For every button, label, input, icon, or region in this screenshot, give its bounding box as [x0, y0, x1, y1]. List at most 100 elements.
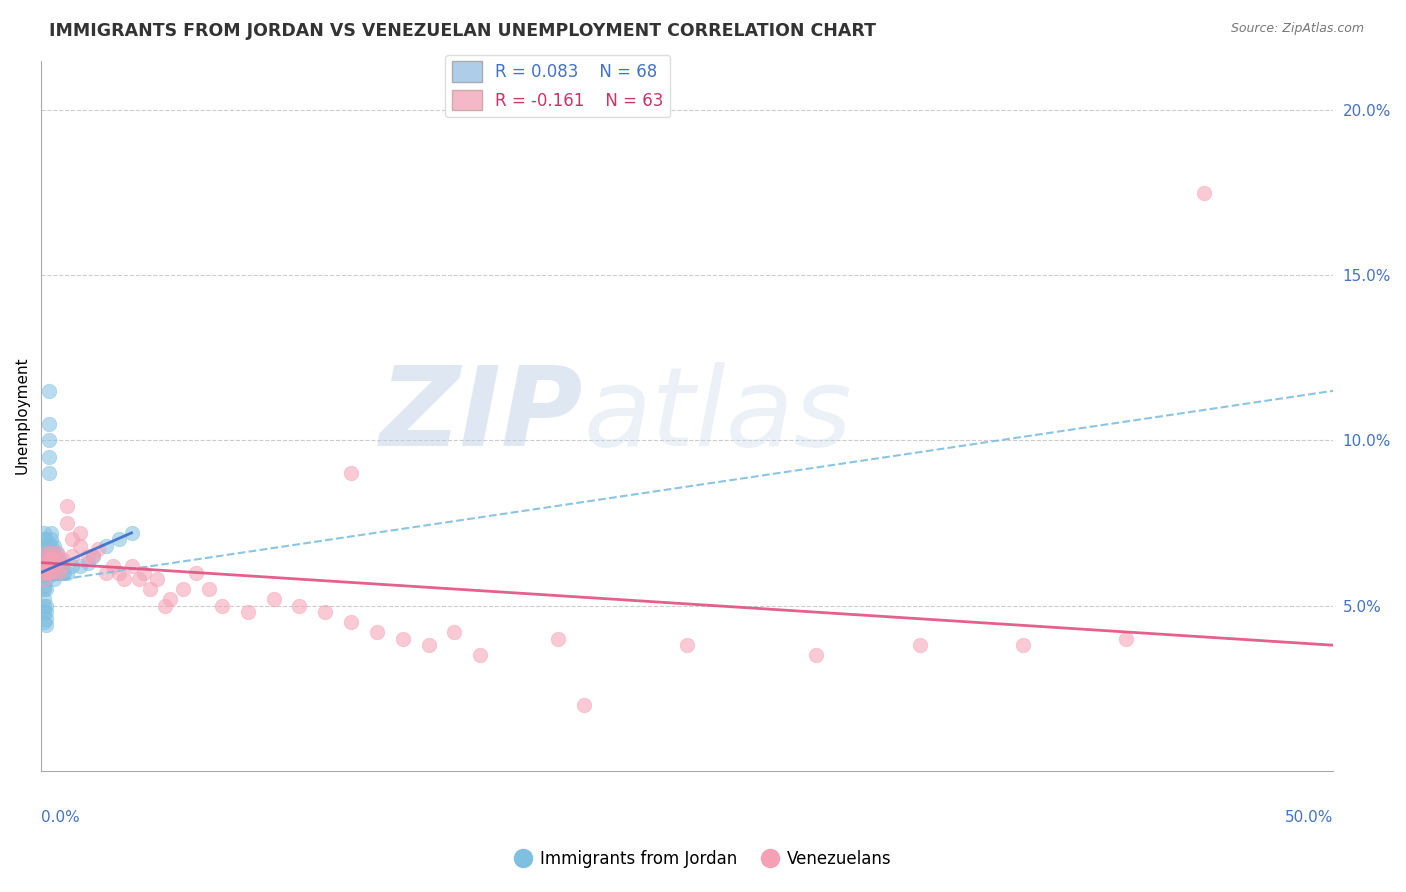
- Point: [32, 558, 55, 573]
- Point: [340, 467, 363, 481]
- Point: [69, 539, 91, 553]
- Point: [340, 615, 363, 629]
- Point: [35, 539, 58, 553]
- Point: [547, 632, 569, 646]
- Point: [42, 566, 65, 580]
- Point: [76, 556, 98, 570]
- Point: [41, 558, 63, 573]
- Point: [42, 572, 65, 586]
- Point: [48, 566, 70, 580]
- Point: [1115, 632, 1137, 646]
- Point: [48, 566, 70, 580]
- Point: [38, 558, 60, 573]
- Point: [32, 599, 55, 613]
- Legend: Immigrants from Jordan, Venezuelans: Immigrants from Jordan, Venezuelans: [508, 844, 898, 875]
- Point: [908, 638, 931, 652]
- Point: [45, 552, 67, 566]
- Point: [35, 566, 58, 580]
- Point: [198, 582, 221, 596]
- Point: [35, 558, 58, 573]
- Point: [45, 566, 67, 580]
- Point: [41, 552, 63, 566]
- Point: [806, 648, 828, 662]
- Point: [314, 605, 336, 619]
- Point: [82, 549, 104, 563]
- Point: [1192, 186, 1215, 200]
- Point: [418, 638, 440, 652]
- Point: [32, 566, 55, 580]
- Point: [32, 566, 55, 580]
- Point: [60, 558, 83, 573]
- Point: [443, 624, 465, 639]
- Point: [32, 615, 55, 629]
- Point: [138, 582, 160, 596]
- Point: [1012, 638, 1035, 652]
- Point: [41, 566, 63, 580]
- Point: [146, 572, 169, 586]
- Point: [676, 638, 699, 652]
- Point: [38, 434, 60, 448]
- Point: [32, 556, 55, 570]
- Point: [60, 549, 83, 563]
- Point: [51, 552, 73, 566]
- Point: [38, 558, 60, 573]
- Point: [391, 632, 413, 646]
- Point: [38, 566, 60, 580]
- Point: [35, 558, 58, 573]
- Point: [45, 552, 67, 566]
- Point: [69, 558, 91, 573]
- Point: [41, 546, 63, 560]
- Point: [172, 582, 194, 596]
- Point: [32, 579, 55, 593]
- Point: [35, 546, 58, 560]
- Point: [32, 539, 55, 553]
- Point: [35, 552, 58, 566]
- Point: [51, 558, 73, 573]
- Point: [32, 525, 55, 540]
- Point: [42, 566, 65, 580]
- Point: [42, 539, 65, 553]
- Point: [48, 558, 70, 573]
- Point: [41, 552, 63, 566]
- Point: [41, 546, 63, 560]
- Point: [56, 516, 79, 530]
- Point: [51, 558, 73, 573]
- Point: [51, 566, 73, 580]
- Point: [107, 566, 129, 580]
- Point: [35, 533, 58, 547]
- Point: [103, 558, 125, 573]
- Point: [32, 591, 55, 606]
- Point: [263, 591, 285, 606]
- Point: [42, 552, 65, 566]
- Point: [45, 558, 67, 573]
- Point: [35, 599, 58, 613]
- Legend: R = 0.083    N = 68, R = -0.161    N = 63: R = 0.083 N = 68, R = -0.161 N = 63: [446, 54, 671, 117]
- Point: [134, 566, 156, 580]
- Point: [94, 566, 117, 580]
- Text: 0.0%: 0.0%: [41, 810, 80, 825]
- Point: [45, 546, 67, 560]
- Point: [35, 572, 58, 586]
- Point: [38, 384, 60, 398]
- Point: [32, 566, 55, 580]
- Point: [32, 582, 55, 596]
- Y-axis label: Unemployment: Unemployment: [15, 357, 30, 475]
- Text: IMMIGRANTS FROM JORDAN VS VENEZUELAN UNEMPLOYMENT CORRELATION CHART: IMMIGRANTS FROM JORDAN VS VENEZUELAN UNE…: [49, 22, 876, 40]
- Point: [107, 533, 129, 547]
- Point: [35, 552, 58, 566]
- Text: ZIP: ZIP: [380, 362, 583, 469]
- Text: 50.0%: 50.0%: [1285, 810, 1333, 825]
- Point: [42, 558, 65, 573]
- Point: [38, 539, 60, 553]
- Point: [121, 525, 143, 540]
- Text: atlas: atlas: [583, 362, 852, 469]
- Point: [94, 539, 117, 553]
- Point: [41, 525, 63, 540]
- Point: [32, 533, 55, 547]
- Point: [35, 566, 58, 580]
- Point: [56, 500, 79, 514]
- Point: [288, 599, 311, 613]
- Point: [41, 539, 63, 553]
- Point: [41, 533, 63, 547]
- Point: [153, 599, 176, 613]
